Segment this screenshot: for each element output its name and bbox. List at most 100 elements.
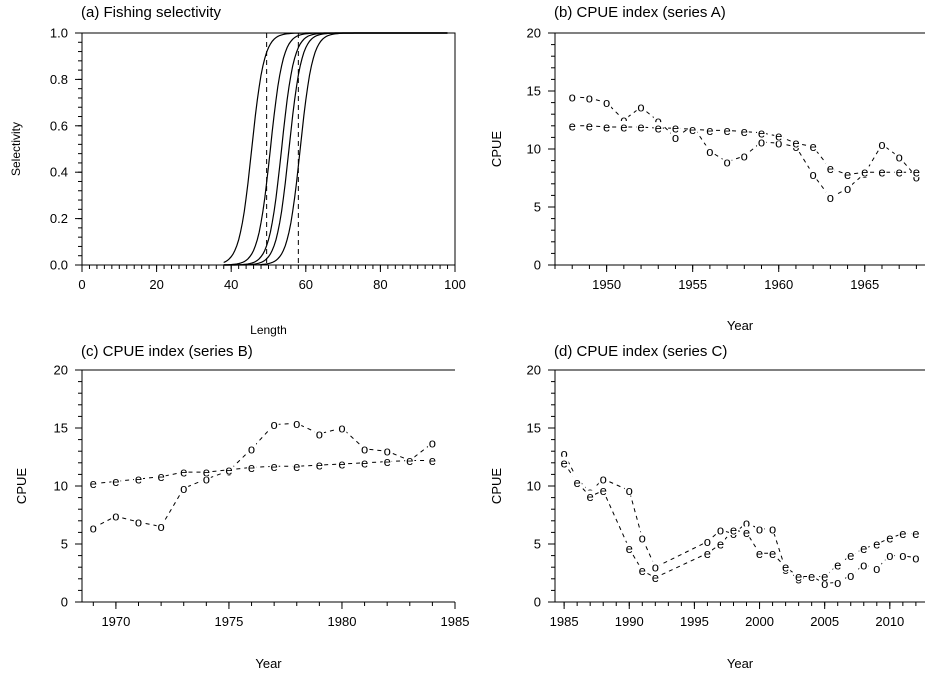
symbol-bg bbox=[585, 490, 595, 502]
symbol-bg bbox=[705, 124, 715, 136]
point-e: e bbox=[637, 119, 644, 134]
x-tick-label: 1965 bbox=[850, 277, 879, 292]
point-o: o bbox=[293, 416, 300, 431]
symbol-bg bbox=[134, 473, 144, 485]
symbol-bg bbox=[705, 145, 715, 157]
point-e: e bbox=[225, 462, 232, 477]
point-e: e bbox=[316, 458, 323, 473]
symbol-bg bbox=[179, 466, 189, 478]
point-e: e bbox=[723, 123, 730, 138]
symbol-bg bbox=[292, 417, 302, 429]
symbol-bg bbox=[781, 561, 791, 573]
y-tick-label: 0.0 bbox=[50, 258, 68, 273]
y-tick-label: 15 bbox=[527, 421, 541, 436]
y-tick-label: 5 bbox=[534, 537, 541, 552]
symbol-bg bbox=[825, 162, 835, 174]
symbol-bg bbox=[872, 538, 882, 549]
symbol-bg bbox=[894, 151, 904, 163]
symbol-bg bbox=[794, 570, 804, 582]
point-o: o bbox=[899, 548, 906, 563]
symbol-bg bbox=[224, 463, 234, 475]
symbol-bg bbox=[637, 564, 647, 576]
point-e: e bbox=[587, 489, 594, 504]
point-e: e bbox=[655, 121, 662, 136]
symbol-bg bbox=[791, 137, 801, 149]
chart-title: (b) CPUE index (series A) bbox=[554, 4, 726, 21]
y-tick-label: 20 bbox=[527, 363, 541, 378]
point-e: e bbox=[112, 474, 119, 489]
series-e-line bbox=[572, 125, 917, 176]
symbol-bg bbox=[598, 484, 608, 496]
point-o: o bbox=[158, 519, 165, 534]
point-o: o bbox=[384, 444, 391, 459]
y-tick-label: 10 bbox=[54, 479, 68, 494]
point-e: e bbox=[704, 546, 711, 561]
symbol-bg bbox=[636, 101, 646, 113]
symbol-bg bbox=[427, 437, 437, 449]
point-o: o bbox=[361, 441, 368, 456]
symbol-bg bbox=[702, 547, 712, 559]
y-axis-label: CPUE bbox=[489, 468, 504, 504]
x-tick-label: 100 bbox=[444, 277, 466, 292]
symbol-bg bbox=[898, 549, 908, 561]
x-tick-label: 1960 bbox=[764, 277, 793, 292]
point-o: o bbox=[775, 136, 782, 151]
x-tick-label: 0 bbox=[78, 277, 85, 292]
x-tick-label: 40 bbox=[224, 277, 238, 292]
point-e: e bbox=[248, 460, 255, 475]
point-e: e bbox=[913, 165, 920, 180]
symbol-bg bbox=[201, 466, 211, 478]
symbol-bg bbox=[846, 569, 856, 581]
point-e: e bbox=[574, 475, 581, 490]
symbol-bg bbox=[572, 476, 582, 488]
x-tick-label: 2000 bbox=[745, 614, 774, 629]
symbol-bg bbox=[360, 456, 370, 468]
symbol-bg bbox=[843, 182, 853, 194]
point-o: o bbox=[758, 135, 765, 150]
x-tick-label: 1980 bbox=[328, 614, 357, 629]
point-e: e bbox=[293, 459, 300, 474]
point-e: e bbox=[873, 537, 880, 552]
x-tick-label: 1955 bbox=[678, 277, 707, 292]
y-axis-label: CPUE bbox=[14, 468, 29, 504]
x-tick-label: 1995 bbox=[680, 614, 709, 629]
symbol-bg bbox=[111, 475, 121, 487]
point-e: e bbox=[886, 531, 893, 546]
x-tick-label: 1975 bbox=[214, 614, 243, 629]
point-o: o bbox=[637, 100, 644, 115]
point-o: o bbox=[603, 95, 610, 110]
symbol-bg bbox=[820, 577, 830, 589]
symbol-bg bbox=[88, 521, 98, 533]
point-o: o bbox=[886, 548, 893, 563]
x-tick-label: 1970 bbox=[101, 614, 130, 629]
point-o: o bbox=[586, 90, 593, 105]
symbol-bg bbox=[624, 484, 634, 496]
symbol-bg bbox=[885, 532, 895, 544]
selectivity-curve-3 bbox=[223, 32, 448, 266]
point-o: o bbox=[717, 523, 724, 538]
symbol-bg bbox=[728, 524, 738, 536]
symbol-bg bbox=[619, 114, 629, 125]
point-o: o bbox=[873, 561, 880, 576]
panel-c: (c) CPUE index (series B) 0 5 10 15 20 1970 197… bbox=[14, 343, 469, 671]
y-tick-label: 20 bbox=[527, 26, 541, 41]
y-axis-label: Selectivity bbox=[9, 122, 23, 176]
point-e: e bbox=[741, 124, 748, 139]
symbol-bg bbox=[584, 119, 594, 131]
point-o: o bbox=[723, 154, 730, 169]
x-axis-label: Year bbox=[727, 656, 754, 671]
point-o: o bbox=[271, 417, 278, 432]
point-e: e bbox=[586, 118, 593, 133]
x-axis-label: Year bbox=[727, 318, 754, 333]
y-tick-label: 20 bbox=[54, 363, 68, 378]
point-o: o bbox=[706, 144, 713, 159]
point-o: o bbox=[827, 190, 834, 205]
symbol-bg bbox=[247, 461, 257, 473]
symbol-bg bbox=[702, 535, 712, 547]
point-o: o bbox=[741, 148, 748, 163]
point-o: o bbox=[652, 560, 659, 575]
x-tick-label: 80 bbox=[373, 277, 387, 292]
point-o: o bbox=[248, 441, 255, 456]
symbol-bg bbox=[911, 527, 921, 539]
x-axis-label: Year bbox=[255, 656, 282, 671]
